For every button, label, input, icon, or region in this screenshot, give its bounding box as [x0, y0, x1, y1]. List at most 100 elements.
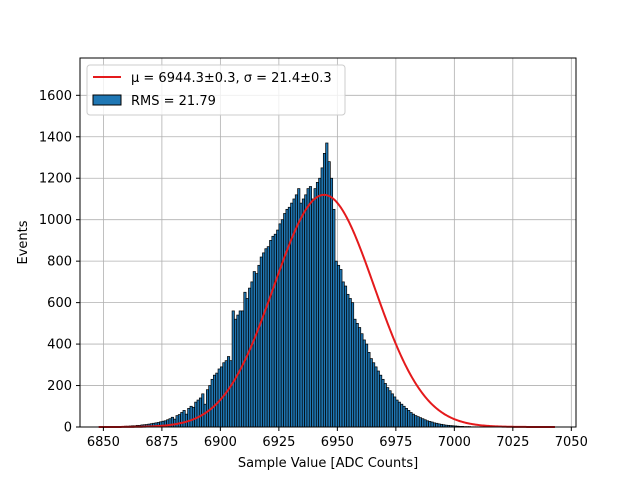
histogram-bar [383, 383, 387, 428]
histogram-bar [173, 418, 177, 428]
histogram-bar [189, 405, 193, 428]
y-axis-ticks: 0 200 400 600 800 1000 1200 1400 1600 [39, 89, 80, 436]
histogram-bar [252, 271, 256, 428]
histogram-bar [308, 186, 312, 428]
histogram-bar [259, 256, 263, 428]
histogram-bar [180, 412, 184, 428]
x-axis-label: Sample Value [ADC Counts] [238, 456, 418, 471]
histogram-bar [177, 414, 181, 428]
histogram-bar [329, 177, 334, 428]
histogram-bar [432, 422, 436, 428]
gaussian-fit-curve [98, 193, 555, 428]
histogram-bar [337, 264, 341, 428]
histogram-bar [360, 333, 364, 428]
histogram-bar [374, 366, 378, 428]
histogram-bar [283, 213, 287, 428]
histogram-bar [262, 252, 266, 428]
histogram-bar [395, 399, 399, 428]
histogram-bar [414, 415, 418, 428]
histogram-bar [388, 390, 392, 428]
histogram-bar [217, 368, 221, 428]
y-tick-label: 1400 [39, 130, 72, 145]
histogram-bar [250, 281, 254, 428]
legend-box [86, 64, 346, 116]
x-tick-label: 7050 [555, 435, 588, 450]
histogram-bar [423, 419, 427, 428]
histogram-bar [182, 410, 186, 428]
x-tick-label: 6900 [204, 435, 237, 450]
histogram-bar [301, 198, 305, 428]
histogram-bar [362, 339, 366, 428]
histogram-bar [358, 327, 362, 428]
histogram-bar [416, 416, 420, 428]
histogram-bar [229, 360, 233, 428]
histogram-bar [269, 240, 273, 428]
y-tick-label: 1600 [39, 89, 72, 104]
histogram-bar [372, 362, 376, 428]
histogram-bar [318, 177, 322, 428]
x-tick-label: 6875 [145, 435, 178, 450]
histogram-bar [353, 318, 357, 428]
histogram-bar [376, 370, 380, 428]
histogram-bar [369, 358, 373, 428]
histogram-bar [271, 235, 275, 428]
histogram-bar [409, 412, 413, 428]
legend-histogram-label: RMS = 21.79 [131, 94, 216, 109]
x-tick-label: 6950 [321, 435, 354, 450]
x-tick-label: 6850 [87, 435, 120, 450]
histogram-bar [407, 410, 411, 428]
histogram-bar [278, 223, 282, 428]
histogram-bar [400, 403, 404, 428]
histogram-bar [306, 188, 310, 428]
histogram-bar [365, 343, 369, 428]
legend-fit-label: μ = 6944.3±0.3, σ = 21.4±0.3 [131, 71, 332, 86]
histogram-bar [411, 413, 415, 428]
histogram-bar [320, 167, 324, 428]
histogram-bar [418, 417, 422, 428]
histogram-bar [390, 393, 394, 428]
histogram-bar [203, 403, 207, 428]
histogram-bar [355, 322, 359, 428]
histogram-bar [346, 293, 350, 428]
histogram-bar [344, 285, 348, 428]
histogram-bar [327, 161, 331, 428]
histogram-bar [248, 287, 252, 428]
histogram-bar [187, 407, 191, 428]
histogram-bar [325, 142, 329, 428]
histogram-bar [175, 415, 179, 428]
y-tick-label: 600 [47, 296, 72, 311]
histogram-bar [215, 372, 219, 428]
histogram-bar [341, 281, 345, 428]
histogram-bar [421, 418, 425, 428]
histogram-bar [430, 421, 434, 428]
histogram-bar [339, 269, 343, 428]
histogram-bar [425, 420, 429, 428]
histogram-bar [234, 318, 238, 428]
y-axis-label: Events [16, 220, 31, 264]
x-tick-label: 7000 [438, 435, 471, 450]
histogram-bar [428, 421, 432, 428]
histogram-bar [198, 397, 203, 428]
histogram-bar [348, 298, 352, 428]
histogram-bar [241, 310, 245, 428]
histogram-bar [196, 399, 200, 428]
histogram-bar [201, 393, 205, 428]
histogram-bar [299, 202, 303, 428]
x-tick-label: 6925 [262, 435, 295, 450]
histogram-bar [245, 298, 249, 428]
legend: μ = 6944.3±0.3, σ = 21.4±0.3 RMS = 21.79 [86, 64, 346, 116]
histogram-bar [285, 208, 289, 428]
y-tick-label: 1000 [39, 213, 72, 228]
histogram-bar [280, 219, 284, 428]
histogram-bar [210, 378, 214, 428]
histogram-bar [257, 264, 261, 428]
plot-frame [79, 57, 577, 428]
histogram-bar [313, 188, 317, 428]
histogram-bar [332, 208, 336, 428]
histogram-bar [213, 374, 217, 428]
histogram-bar [393, 396, 397, 428]
histogram-bar [194, 401, 198, 428]
y-tick-label: 0 [64, 421, 72, 436]
legend-histogram-swatch [92, 94, 122, 106]
histogram-bars [98, 142, 493, 428]
